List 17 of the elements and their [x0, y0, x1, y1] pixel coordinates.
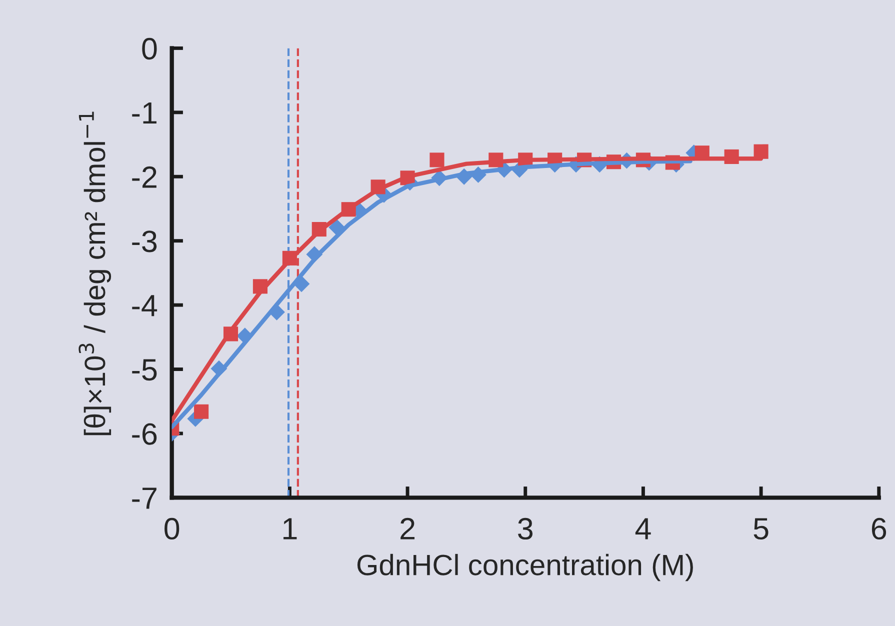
- x-tick-label: 3: [518, 518, 533, 540]
- y-axis-title: [θ]×10$^{3}$ / deg cm² dmol$^{−1}$: [78, 112, 112, 436]
- y-tick-label: -1: [132, 102, 156, 124]
- x-tick-label: 6: [872, 518, 886, 540]
- y-tick-label: -3: [132, 230, 157, 252]
- y-tick-label: -5: [132, 359, 157, 381]
- x-tick-label: 5: [754, 518, 768, 540]
- x-tick-label: 0: [164, 518, 180, 540]
- y-tick-label: -2: [132, 166, 156, 188]
- x-tick-label: 4: [635, 518, 651, 540]
- x-tick-label: 2: [400, 518, 414, 540]
- x-tick-label: 1: [284, 518, 297, 540]
- y-tick-label: -4: [132, 295, 158, 316]
- y-tick-label: -6: [132, 423, 157, 445]
- x-axis-title: GdnHCl concentration (M): [357, 554, 693, 582]
- y-tick-label: -7: [132, 488, 156, 509]
- y-tick-label: 0: [142, 38, 157, 60]
